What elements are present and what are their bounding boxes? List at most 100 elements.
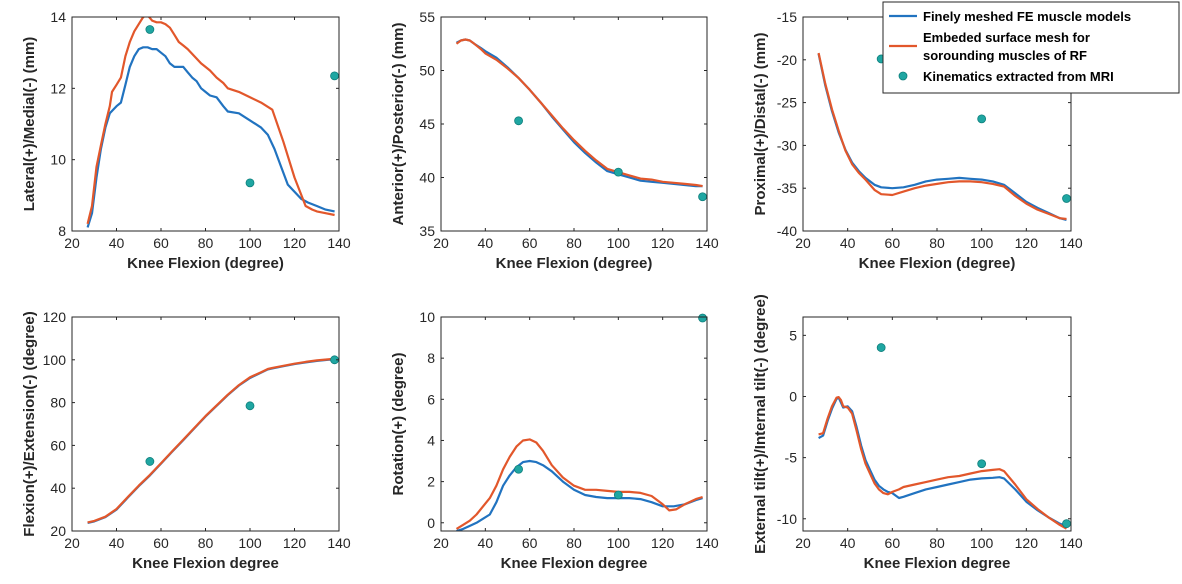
y-tick-label: 8 <box>427 350 435 366</box>
x-tick-label: 140 <box>695 235 719 251</box>
series-line-fe <box>87 358 335 524</box>
x-tick-label: 20 <box>795 235 811 251</box>
mri-point <box>613 167 623 177</box>
y-tick-label: 120 <box>43 309 67 325</box>
legend-label: sorounding muscles of RF <box>923 48 1087 63</box>
y-tick-label: 0 <box>427 515 435 531</box>
y-tick-label: -30 <box>777 137 797 153</box>
axes-box <box>440 316 708 532</box>
legend-label: Finely meshed FE muscle models <box>923 9 1131 24</box>
x-tick-label: 60 <box>522 535 538 551</box>
y-tick-label: 100 <box>43 352 67 368</box>
x-tick-label: 100 <box>607 235 631 251</box>
x-tick-label: 80 <box>566 235 582 251</box>
y-tick-label: 2 <box>427 474 435 490</box>
y-tick-label: 50 <box>419 63 435 79</box>
y-tick-label: 45 <box>419 116 435 132</box>
x-tick-label: 100 <box>238 235 262 251</box>
y-tick-label: -15 <box>777 9 797 25</box>
legend-swatch-marker <box>898 71 908 81</box>
mri-point <box>876 343 886 352</box>
x-tick-label: 60 <box>885 235 901 251</box>
x-tick-label: 120 <box>1015 235 1039 251</box>
y-axis-label: Anterior(+)/Posterior(-) (mm) <box>390 23 407 226</box>
y-tick-label: 5 <box>789 327 797 343</box>
x-tick-label: 140 <box>1059 235 1083 251</box>
x-axis-label: Knee Flexion degree <box>501 555 648 572</box>
series-line-surf <box>455 38 703 188</box>
x-axis-label: Knee Flexion (degree) <box>127 255 284 272</box>
y-tick-label: 0 <box>789 388 797 404</box>
y-tick-label: -10 <box>777 511 797 527</box>
x-tick-label: 80 <box>929 235 945 251</box>
mri-point <box>514 116 523 126</box>
series-line-fe <box>86 46 335 228</box>
subplot-5: 20 40 60 80 100 120 140 0 2 4 6 8 10 Knee Flexion deg… <box>390 309 719 572</box>
x-tick-label: 100 <box>238 535 262 551</box>
series-line-surf <box>455 438 703 530</box>
x-tick-label: 40 <box>109 535 125 551</box>
axes-box <box>71 16 340 232</box>
x-tick-label: 20 <box>433 235 449 251</box>
mri-point <box>145 25 155 34</box>
x-tick-label: 80 <box>198 535 214 551</box>
mri-point <box>698 192 707 202</box>
y-tick-label: 8 <box>58 223 66 239</box>
mri-point <box>613 490 623 500</box>
mri-point <box>698 313 707 323</box>
y-axis-label: Rotation(+) (degree) <box>390 353 407 496</box>
x-tick-label: 120 <box>1015 535 1039 551</box>
subplot-6: 20 40 60 80 100 120 140 -10 -5 0 5 Knee Flexion deg… <box>752 294 1083 572</box>
x-tick-label: 100 <box>970 235 994 251</box>
series-line-surf <box>87 357 335 524</box>
y-tick-label: 80 <box>50 395 66 411</box>
y-tick-label: 60 <box>50 437 66 453</box>
x-tick-label: 20 <box>64 235 80 251</box>
x-tick-label: 20 <box>795 535 811 551</box>
x-tick-label: 120 <box>651 535 675 551</box>
y-tick-label: -25 <box>777 95 797 111</box>
axes-box <box>71 316 340 532</box>
x-tick-label: 60 <box>153 535 169 551</box>
y-tick-label: 20 <box>50 523 66 539</box>
y-axis-label: Lateral(+)/Medial(-) (mm) <box>21 37 38 212</box>
y-tick-label: 35 <box>419 223 435 239</box>
x-tick-label: 140 <box>327 235 351 251</box>
x-axis-label: Knee Flexion degree <box>132 555 279 572</box>
x-axis-label: Knee Flexion (degree) <box>496 255 653 272</box>
x-tick-label: 40 <box>109 235 125 251</box>
y-tick-label: 4 <box>427 432 435 448</box>
y-tick-label: -35 <box>777 180 797 196</box>
subplot-2: 20 40 60 80 100 120 140 35 40 45 50 55 Knee Flexion … <box>390 9 719 272</box>
x-tick-label: 20 <box>64 535 80 551</box>
legend-label: Kinematics extracted from MRI <box>923 69 1114 84</box>
y-tick-label: 6 <box>427 391 435 407</box>
x-tick-label: 100 <box>970 535 994 551</box>
mri-point <box>245 178 255 188</box>
y-tick-label: 40 <box>50 480 66 496</box>
mri-point <box>1062 194 1071 203</box>
legend-entry-surf: Embeded surface mesh for sorounding muscl… <box>889 30 1090 63</box>
y-axis-label: Proximal(+)/Distal(-) (mm) <box>752 33 769 216</box>
x-tick-label: 60 <box>885 535 901 551</box>
mri-point <box>245 401 255 411</box>
x-tick-label: 120 <box>283 535 307 551</box>
x-tick-label: 140 <box>1059 535 1083 551</box>
x-tick-label: 40 <box>478 535 494 551</box>
x-tick-label: 120 <box>651 235 675 251</box>
y-tick-label: -40 <box>777 223 797 239</box>
mri-point <box>330 71 339 81</box>
x-tick-label: 80 <box>929 535 945 551</box>
x-tick-label: 60 <box>522 235 538 251</box>
x-tick-label: 20 <box>433 535 449 551</box>
subplot-1: 20 40 60 80 100 120 140 8 10 12 14 Knee Flexion (de… <box>21 9 351 272</box>
y-tick-label: 14 <box>50 9 66 25</box>
y-tick-label: 12 <box>50 80 66 96</box>
x-tick-label: 80 <box>198 235 214 251</box>
series-line-surf <box>86 17 335 225</box>
series-line-fe <box>456 459 703 531</box>
legend: Finely meshed FE muscle models Embeded su… <box>882 1 1180 94</box>
legend-entry-fe: Finely meshed FE muscle models <box>889 9 1131 24</box>
